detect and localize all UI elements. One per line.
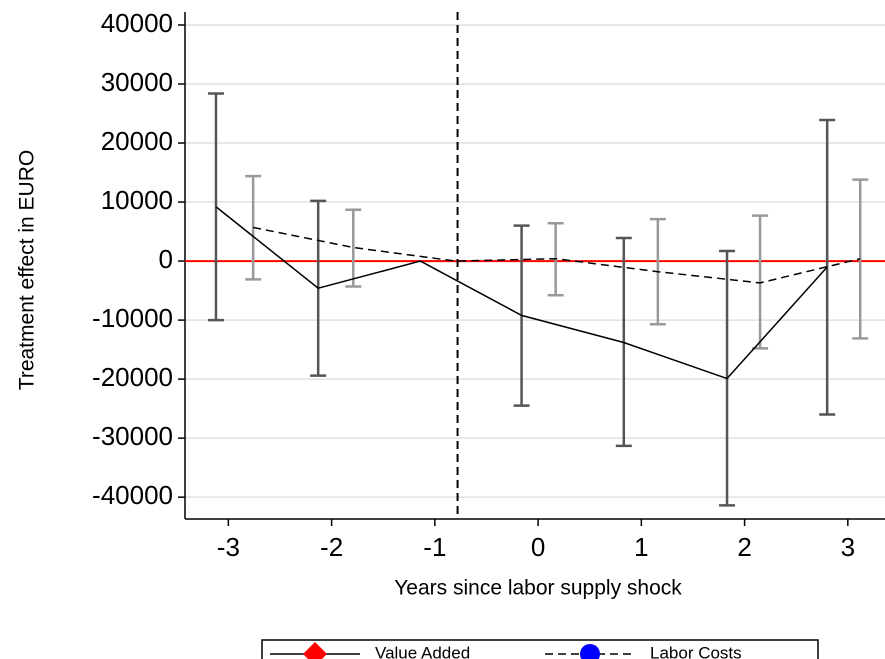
y-tick-label: 40000 — [101, 8, 173, 38]
x-tick-label: 1 — [634, 532, 648, 562]
x-axis-label: Years since labor supply shock — [394, 577, 682, 600]
legend-marker — [580, 644, 600, 659]
legend-label: Labor Costs — [650, 643, 742, 659]
x-tick-label: 0 — [531, 532, 545, 562]
x-tick-label: -1 — [423, 532, 446, 562]
x-tick-label: 2 — [737, 532, 751, 562]
series-line — [252, 226, 861, 284]
legend-label: Value Added — [375, 643, 470, 659]
y-tick-label: -30000 — [92, 421, 173, 451]
y-tick-label: 20000 — [101, 126, 173, 156]
x-tick-label: -3 — [217, 532, 240, 562]
y-tick-label: 10000 — [101, 185, 173, 215]
y-tick-label: -10000 — [92, 303, 173, 333]
y-axis-label: Treatment effect in EURO — [16, 150, 39, 390]
y-tick-label: 0 — [159, 244, 173, 274]
y-tick-label: -40000 — [92, 480, 173, 510]
legend-marker — [303, 642, 327, 659]
x-tick-label: 3 — [841, 532, 855, 562]
y-tick-label: -20000 — [92, 362, 173, 392]
legend-box — [261, 639, 819, 659]
series-line — [215, 206, 828, 380]
x-tick-label: -2 — [320, 532, 343, 562]
y-tick-label: 30000 — [101, 67, 173, 97]
